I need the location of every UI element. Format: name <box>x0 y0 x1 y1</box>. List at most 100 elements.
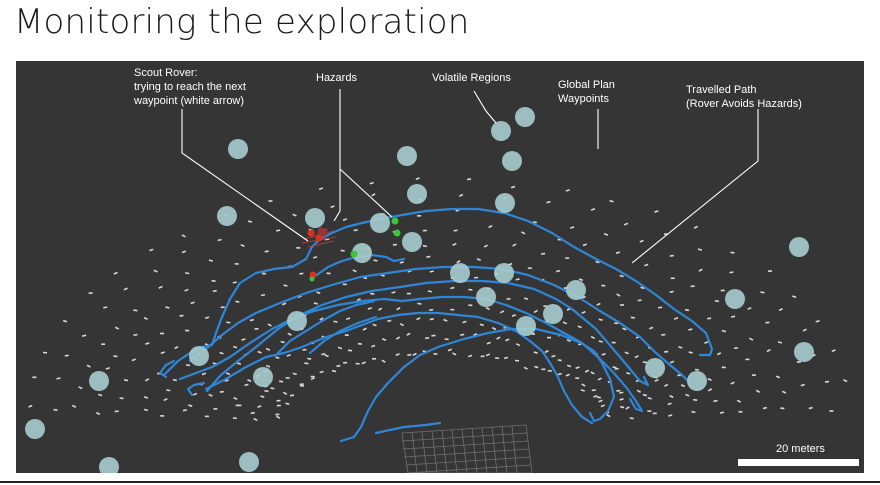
waypoint-marker <box>601 284 606 287</box>
waypoint-marker <box>166 389 171 392</box>
waypoint-marker <box>182 409 188 412</box>
waypoint-marker <box>133 333 138 336</box>
waypoint-marker <box>661 333 666 336</box>
waypoint-marker <box>450 308 455 311</box>
waypoint-marker <box>644 263 649 267</box>
waypoint-marker <box>372 323 377 327</box>
waypoint-marker <box>226 321 231 324</box>
waypoint-marker <box>713 399 718 403</box>
waypoint-marker <box>590 208 596 211</box>
waypoint-marker <box>292 213 297 217</box>
waypoint-marker <box>556 269 561 273</box>
waypoint-marker <box>630 316 635 319</box>
waypoint-marker <box>82 334 87 337</box>
scale-bar-label: 20 meters <box>776 443 825 455</box>
waypoint-marker <box>690 285 695 288</box>
waypoint-marker <box>654 210 659 213</box>
waypoint-marker <box>582 243 588 247</box>
waypoint-marker <box>458 193 464 198</box>
waypoint-marker <box>406 332 411 336</box>
waypoint-marker <box>611 341 616 344</box>
waypoint-marker <box>652 412 657 415</box>
waypoint-marker <box>204 415 209 418</box>
waypoint-marker <box>491 326 497 331</box>
volatile-region <box>287 311 307 331</box>
waypoint-marker <box>544 349 549 354</box>
waypoint-marker <box>336 364 341 368</box>
waypoint-marker <box>172 378 177 382</box>
waypoint-marker <box>345 317 351 321</box>
waypoint-marker <box>443 318 448 322</box>
volatile-region <box>450 263 470 283</box>
waypoint-marker <box>642 393 647 397</box>
waypoint-marker <box>597 377 602 381</box>
waypoint-marker <box>381 338 387 341</box>
volatile-region <box>502 151 522 171</box>
waypoint-marker <box>282 391 288 395</box>
waypoint-marker <box>480 355 485 358</box>
waypoint-marker <box>276 399 281 402</box>
waypoint-marker <box>425 337 430 340</box>
volatile-region <box>516 316 536 336</box>
waypoint-marker <box>220 306 225 309</box>
waypoint-marker <box>569 226 575 229</box>
waypoint-marker <box>260 395 265 398</box>
scale-bar <box>738 459 859 466</box>
hazard-green-marker <box>350 250 358 258</box>
volatile-region <box>25 419 45 439</box>
waypoint-marker <box>286 353 291 357</box>
waypoint-marker <box>185 272 190 275</box>
hazards <box>307 217 401 282</box>
waypoint-marker <box>596 302 601 306</box>
waypoint-marker <box>547 369 552 372</box>
waypoint-marker <box>234 263 239 265</box>
waypoint-marker <box>165 306 170 309</box>
waypoint-marker <box>707 388 713 392</box>
waypoint-marker <box>213 408 218 410</box>
waypoint-marker <box>371 193 376 197</box>
waypoint-marker <box>664 350 669 353</box>
waypoint-marker <box>367 307 372 310</box>
waypoint-marker <box>684 308 690 312</box>
waypoint-marker <box>755 389 761 393</box>
waypoint-marker <box>523 366 528 370</box>
waypoint-marker <box>615 251 621 254</box>
waypoint-marker <box>429 270 434 273</box>
hazards-label: Hazards <box>316 72 357 84</box>
waypoint-marker <box>515 343 521 347</box>
waypoint-marker <box>514 359 520 362</box>
waypoint-marker <box>352 269 357 273</box>
travelled-path <box>158 207 714 443</box>
waypoint-marker <box>601 352 606 356</box>
waypoint-marker <box>534 365 539 369</box>
waypoint-marker <box>417 215 422 217</box>
volatile-region <box>239 452 259 472</box>
waypoint-marker <box>381 359 386 363</box>
waypoint-marker <box>292 372 297 376</box>
annotation-leaders <box>181 89 759 264</box>
waypoint-marker <box>577 325 582 329</box>
waypoint-marker <box>673 317 679 320</box>
waypoint-marker <box>595 260 600 264</box>
waypoint-marker <box>279 380 284 383</box>
waypoint-marker <box>427 290 433 293</box>
waypoint-marker <box>333 320 338 323</box>
waypoint-marker <box>225 372 231 376</box>
waypoint-marker <box>98 393 103 397</box>
waypoint-marker <box>240 243 245 248</box>
waypoint-marker <box>468 304 473 307</box>
volatile-region <box>370 213 390 233</box>
waypoint-marker <box>707 317 712 320</box>
waypoint-marker <box>276 229 281 232</box>
waypoint-marker <box>211 279 216 282</box>
waypoint-marker <box>808 406 813 410</box>
waypoint-marker <box>678 346 683 349</box>
waypoint-marker <box>42 351 48 354</box>
waypoint-marker <box>647 397 652 400</box>
hazard-green-marker <box>309 276 315 282</box>
waypoint-marker <box>275 356 280 360</box>
scout-rover <box>301 227 337 248</box>
waypoint-marker <box>307 357 312 360</box>
waypoint-marker <box>56 377 61 380</box>
waypoint-marker <box>642 361 647 364</box>
